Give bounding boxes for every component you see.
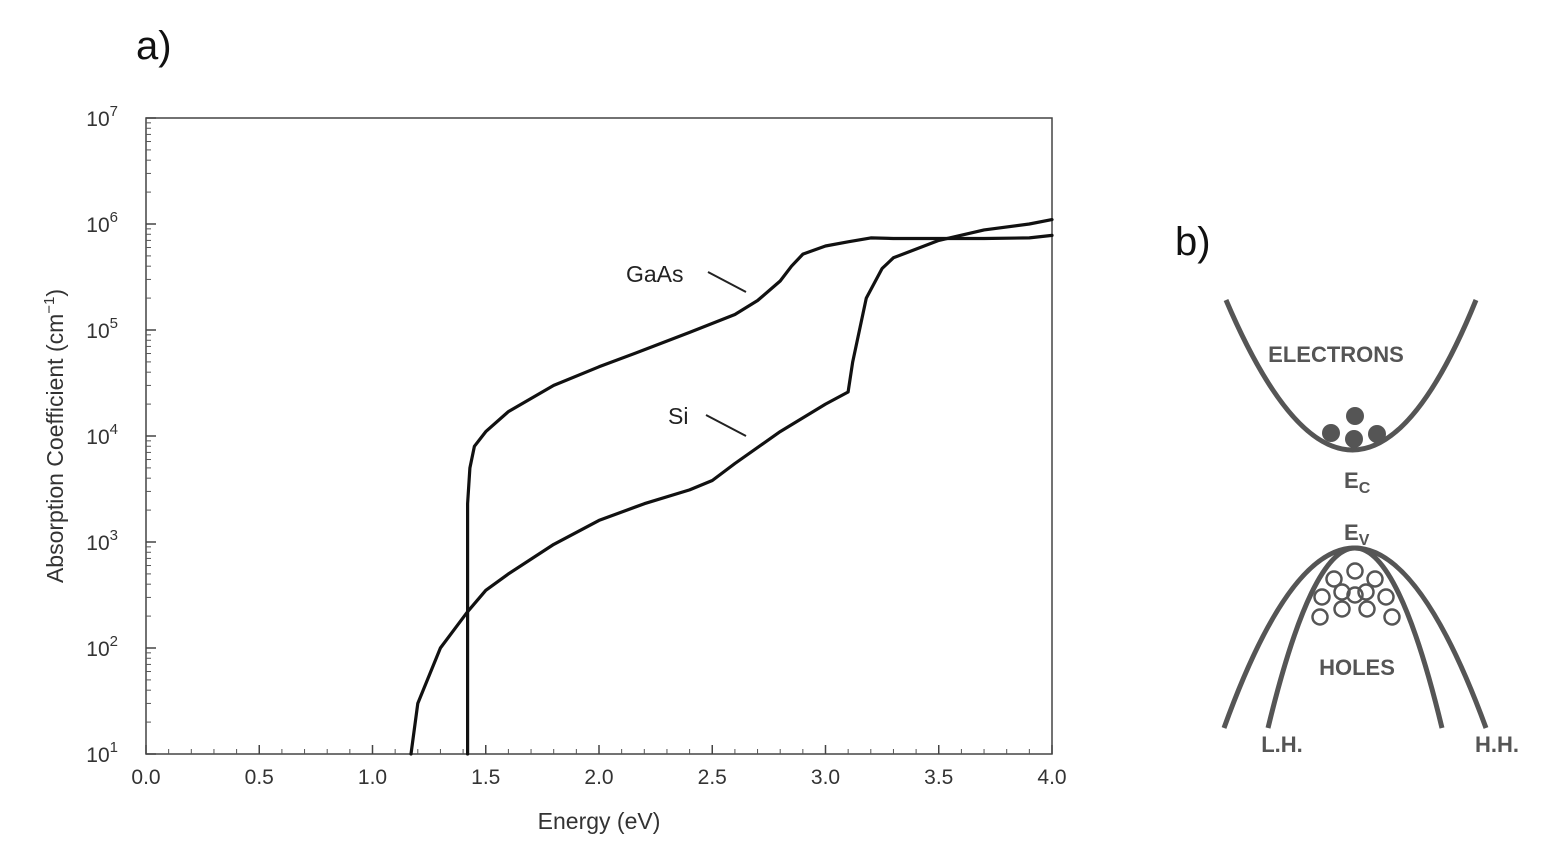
y-tick-label: 101 (86, 739, 118, 767)
x-tick-label: 2.5 (698, 766, 727, 789)
hole-circle (1346, 562, 1364, 580)
x-tick-label: 2.0 (584, 766, 613, 789)
y-tick-label: 107 (86, 103, 118, 131)
ev-label-base: E (1344, 520, 1359, 545)
panel-label-b: b) (1175, 220, 1211, 264)
x-tick-label: 0.5 (245, 766, 274, 789)
ec-label-sub: C (1359, 480, 1371, 497)
y-axis-ticks: 101 102 103 104 105 106 107 (86, 103, 156, 767)
y-axis-title-suffix: ) (42, 289, 68, 297)
gaas-leader-line (707, 271, 747, 293)
x-tick-label: 0.0 (131, 766, 160, 789)
electrons-label: ELECTRONS (1268, 342, 1404, 367)
panel-label-a: a) (136, 24, 172, 68)
hole-circle (1325, 570, 1343, 588)
hole-circle (1311, 608, 1329, 626)
x-tick-label: 4.0 (1037, 766, 1066, 789)
ev-label-sub: V (1359, 532, 1370, 549)
hole-circle (1366, 570, 1384, 588)
minor-ticks (146, 122, 1030, 754)
series-label-si: Si (668, 403, 688, 429)
hole-circle (1346, 586, 1364, 604)
x-axis-title: Energy (eV) (538, 808, 661, 834)
x-tick-label: 1.5 (471, 766, 500, 789)
y-tick-label: 106 (86, 209, 118, 237)
hole-circle (1377, 588, 1395, 606)
hole-circle (1358, 600, 1376, 618)
hole-circles (1311, 562, 1401, 626)
electron-dot (1345, 430, 1363, 448)
x-tick-label: 3.5 (924, 766, 953, 789)
x-tick-label: 3.0 (811, 766, 840, 789)
y-axis-title-prefix: Absorption Coefficient (cm (42, 314, 68, 583)
heavy-hole-band-curve (1221, 545, 1489, 729)
electron-dot (1368, 425, 1386, 443)
y-tick-label: 105 (86, 315, 118, 343)
conduction-band-curve (1223, 299, 1479, 453)
x-tick-label: 1.0 (358, 766, 387, 789)
light-hole-band-curve (1265, 545, 1445, 729)
ev-label: EV (1344, 520, 1370, 549)
holes-label: HOLES (1319, 655, 1395, 680)
y-axis-title: Absorption Coefficient (cm−1) (41, 289, 68, 583)
hole-circle (1313, 588, 1331, 606)
band-diagram: ELECTRONS EC EV HOLES L.H. H.H. (1221, 299, 1519, 757)
series-lines (409, 218, 1054, 756)
absorption-chart: 0.0 0.5 1.0 1.5 2.0 2.5 3.0 3.5 4.0 101 102 103 104… (41, 103, 1067, 834)
y-tick-label: 104 (86, 421, 118, 449)
y-tick-label: 102 (86, 633, 118, 661)
light-hole-label: L.H. (1261, 732, 1303, 757)
hole-circle (1357, 583, 1375, 601)
y-tick-label: 103 (86, 527, 118, 555)
series-line-si (409, 218, 1054, 756)
y-axis-title-sup: −1 (41, 297, 58, 314)
plot-frame (145, 117, 1053, 755)
ec-label-base: E (1344, 468, 1359, 493)
heavy-hole-label: H.H. (1475, 732, 1519, 757)
series-label-gaas: GaAs (626, 261, 684, 287)
ec-label: EC (1344, 468, 1371, 497)
hole-circle (1333, 600, 1351, 618)
x-axis-ticks: 0.0 0.5 1.0 1.5 2.0 2.5 3.0 3.5 4.0 (131, 745, 1067, 789)
electron-dot (1322, 424, 1340, 442)
hole-circle (1333, 583, 1351, 601)
hole-circle (1383, 608, 1401, 626)
electron-dot (1346, 407, 1364, 425)
si-leader-line (705, 414, 747, 437)
series-line-gaas (466, 233, 1054, 756)
